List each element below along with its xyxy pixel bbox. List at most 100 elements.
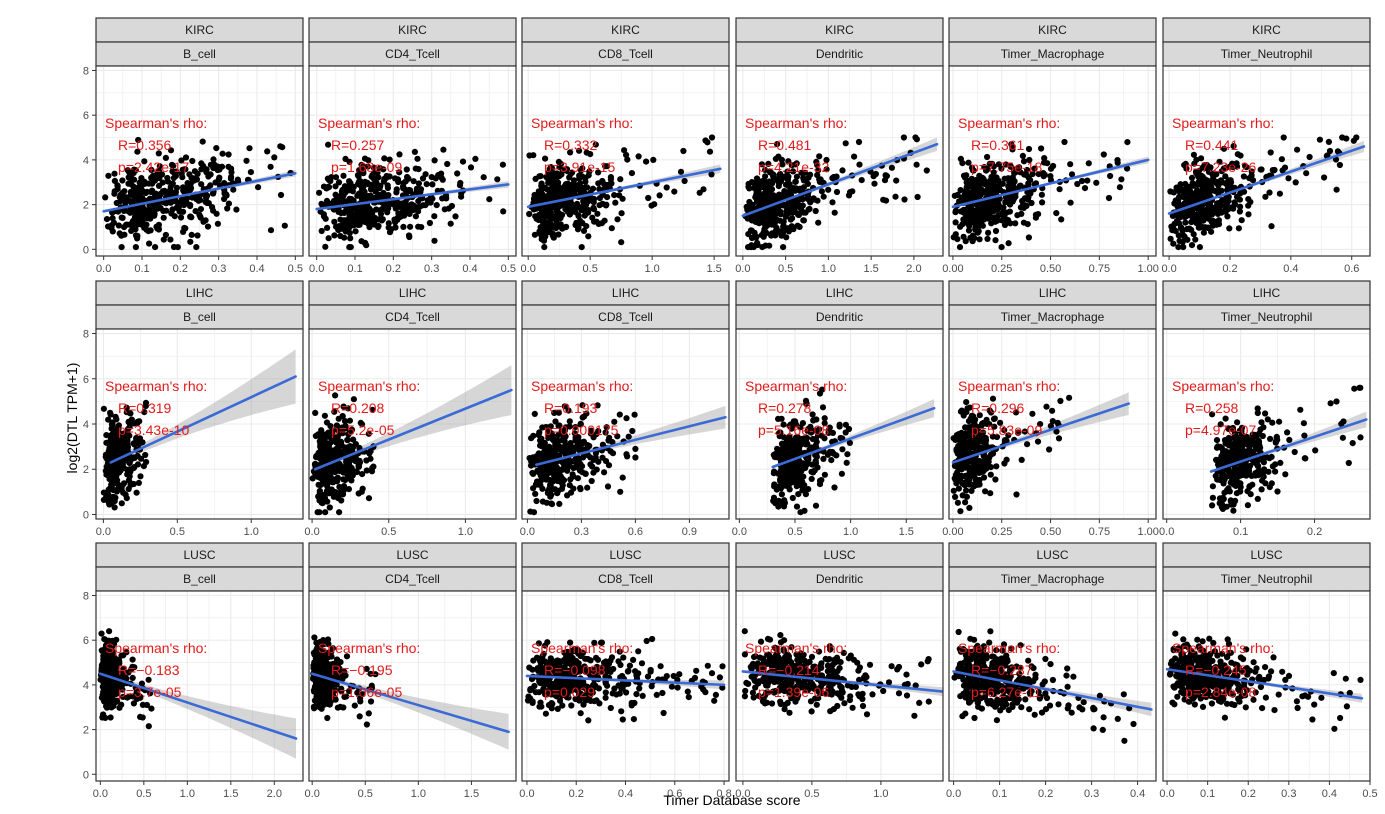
data-point: [193, 244, 200, 251]
data-point: [990, 202, 997, 209]
data-point: [1239, 468, 1246, 475]
data-point: [1262, 410, 1269, 417]
x-tick-label: 1.00: [1137, 526, 1158, 538]
data-point: [769, 230, 776, 237]
data-point: [780, 244, 787, 251]
strip-cell-label: Dendritic: [816, 47, 863, 61]
x-tick-label: 0.0: [304, 526, 319, 538]
strip-cell: [95, 41, 304, 67]
data-point: [423, 181, 430, 188]
data-point: [125, 419, 132, 426]
data-point: [1124, 165, 1131, 172]
data-point: [342, 224, 349, 231]
data-point: [1191, 160, 1198, 167]
data-point: [1188, 219, 1195, 226]
data-point: [981, 453, 988, 460]
data-point: [1267, 149, 1274, 156]
x-tick-label: 0.5: [170, 526, 185, 538]
data-point: [1061, 138, 1068, 146]
data-point: [1276, 418, 1283, 425]
data-point: [596, 202, 603, 209]
data-point: [1200, 229, 1207, 236]
data-point: [963, 172, 970, 179]
data-point: [405, 232, 413, 239]
data-point: [1276, 190, 1283, 197]
data-point: [332, 183, 339, 190]
data-point: [112, 447, 119, 455]
x-tick-label: 1.5: [899, 526, 914, 538]
data-point: [277, 191, 285, 199]
data-point: [359, 180, 366, 188]
data-point: [417, 188, 424, 196]
data-point: [839, 446, 846, 453]
data-point: [418, 224, 425, 231]
x-tick-label: 0.0: [96, 526, 111, 538]
data-point: [350, 215, 357, 222]
data-point: [799, 202, 806, 209]
data-point: [370, 164, 377, 171]
data-point: [1339, 134, 1346, 141]
annotation-title: Spearman's rho:: [318, 378, 420, 394]
data-point: [406, 188, 413, 195]
x-tick-label: 0.0: [520, 526, 535, 538]
data-point: [346, 178, 353, 185]
data-point: [120, 480, 128, 487]
data-point: [1217, 178, 1224, 185]
data-point: [560, 477, 568, 484]
x-tick-label: 0.75: [1089, 263, 1110, 275]
data-point: [365, 430, 372, 437]
data-point: [766, 168, 773, 175]
data-point: [355, 173, 362, 180]
strip-cancer-label: LIHC: [826, 286, 854, 300]
data-point: [124, 471, 131, 478]
data-point: [1227, 454, 1234, 461]
data-point: [146, 240, 153, 247]
data-point: [1273, 433, 1280, 440]
data-point: [602, 429, 609, 436]
data-point: [118, 500, 125, 507]
annotation-title: Spearman's rho:: [531, 378, 633, 394]
data-point: [191, 168, 198, 175]
data-point: [347, 244, 354, 251]
data-point: [959, 433, 966, 440]
data-point: [542, 233, 549, 240]
data-point: [1297, 406, 1304, 413]
data-point: [980, 189, 987, 196]
data-point: [1038, 145, 1045, 152]
data-point: [533, 497, 540, 505]
data-point: [1219, 197, 1226, 204]
data-point: [1356, 384, 1363, 391]
data-point: [323, 431, 330, 438]
data-point: [1012, 220, 1019, 227]
data-point: [1068, 171, 1076, 178]
data-point: [753, 175, 761, 182]
data-point: [325, 141, 332, 148]
data-point: [224, 205, 231, 212]
data-point: [168, 210, 175, 217]
data-point: [562, 224, 569, 231]
data-point: [149, 201, 156, 208]
data-point: [818, 188, 826, 195]
x-tick-label: 0.4: [249, 263, 264, 275]
data-point: [1182, 160, 1189, 167]
x-axis: 0.0 0.5 1.0: [304, 519, 473, 538]
data-point: [780, 192, 787, 199]
data-point: [1188, 174, 1196, 181]
data-point: [117, 446, 124, 453]
x-tick-label: 0.4: [1283, 263, 1298, 275]
data-point: [556, 500, 563, 507]
data-point: [1209, 502, 1216, 509]
data-point: [1262, 193, 1269, 200]
data-point: [968, 175, 975, 182]
data-point: [796, 444, 803, 451]
data-point: [103, 216, 111, 223]
data-point: [214, 220, 221, 227]
data-point: [1231, 445, 1238, 452]
annotation-title: Spearman's rho:: [745, 115, 847, 131]
x-tick-label: 0.0: [521, 263, 536, 275]
data-point: [1225, 193, 1232, 201]
annotation-title: Spearman's rho:: [958, 115, 1060, 131]
data-point: [625, 433, 632, 440]
data-point: [954, 236, 961, 243]
